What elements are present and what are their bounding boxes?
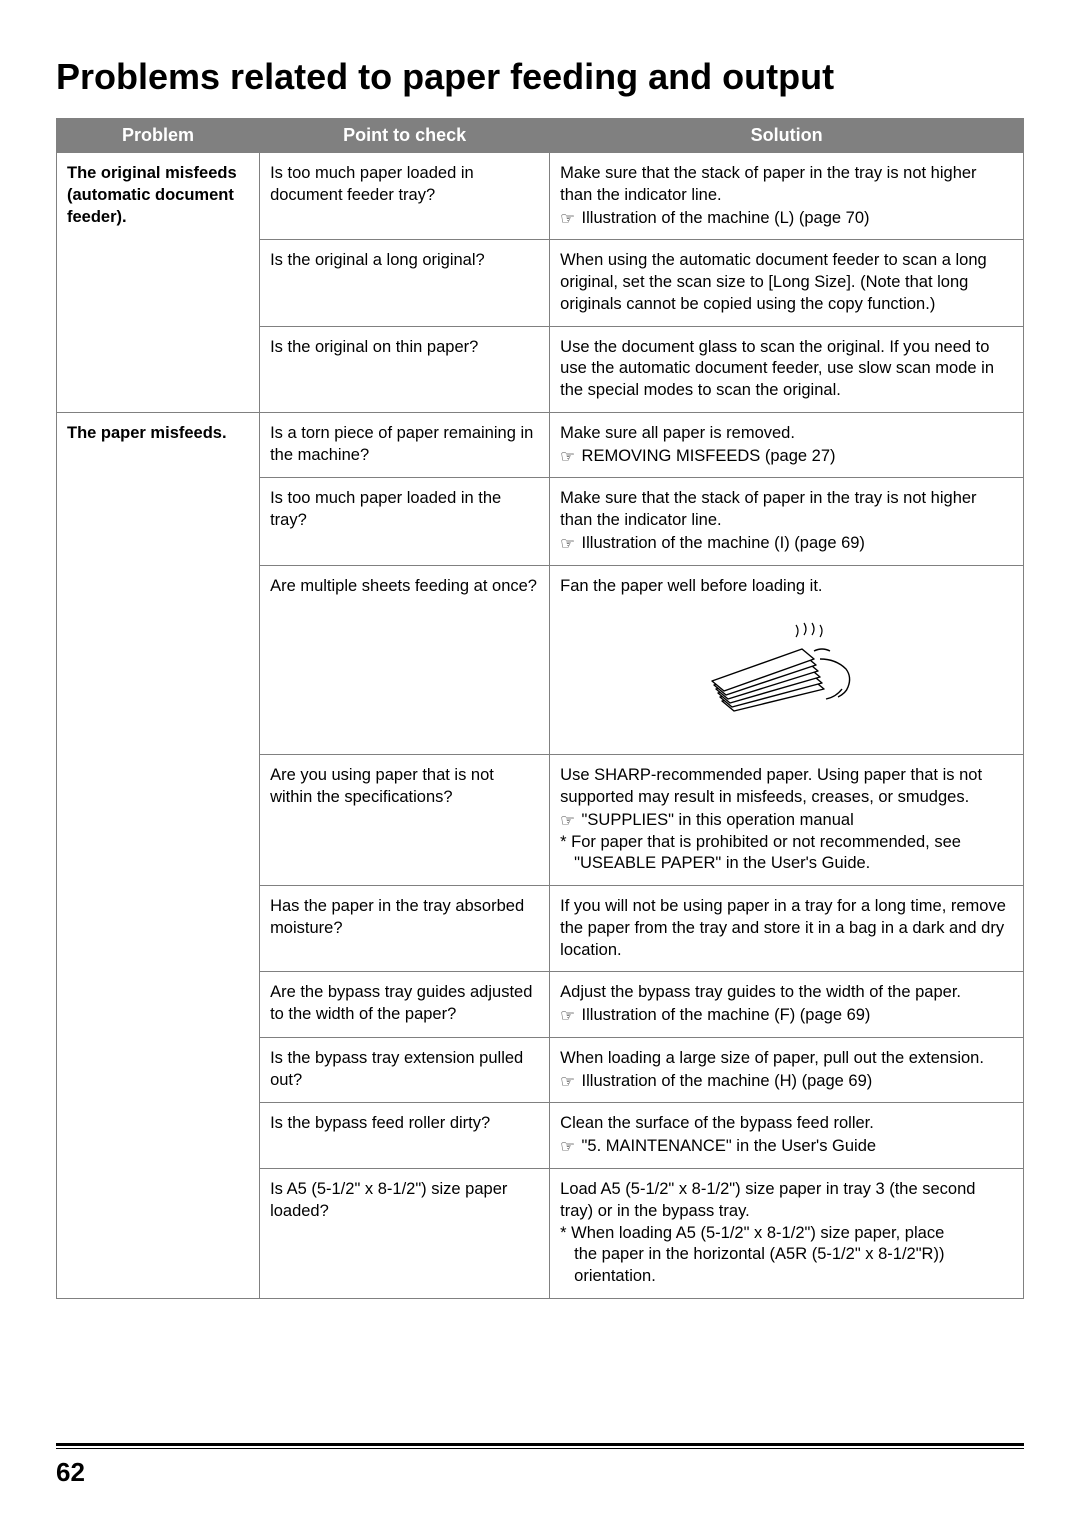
solution-cell: Clean the surface of the bypass feed rol… [550,1103,1024,1169]
fan-paper-illustration [560,611,1013,738]
solution-cell: Fan the paper well before loading it. [550,565,1024,755]
solution-text: When using the automatic document feeder… [560,251,987,313]
note-line: * For paper that is prohibited or not re… [560,833,961,851]
reference-icon: ☞ [560,1071,575,1093]
solution-text: When loading a large size of paper, pull… [560,1049,984,1067]
footer-rule-thin [56,1448,1024,1449]
solution-cell: Adjust the bypass tray guides to the wid… [550,972,1024,1038]
note-line-indent: the paper in the horizontal (A5R (5-1/2"… [560,1244,1013,1288]
table-header-row: Problem Point to check Solution [57,119,1024,153]
solution-text: Make sure that the stack of paper in the… [560,489,976,529]
solution-cell: Use the document glass to scan the origi… [550,326,1024,412]
solution-cell: Make sure all paper is removed. ☞ REMOVIN… [550,412,1024,478]
solution-text: If you will not be using paper in a tray… [560,897,1006,959]
check-cell: Is too much paper loaded in the tray? [260,478,550,565]
document-page: Problems related to paper feeding and ou… [0,0,1080,1528]
check-cell: Is A5 (5-1/2" x 8-1/2") size paper loade… [260,1168,550,1298]
solution-cell: When using the automatic document feeder… [550,240,1024,326]
reference-text: "SUPPLIES" in this operation manual [577,811,854,829]
solution-cell: Make sure that the stack of paper in the… [550,478,1024,565]
check-cell: Has the paper in the tray absorbed moist… [260,886,550,972]
solution-cell: If you will not be using paper in a tray… [550,886,1024,972]
col-header-solution: Solution [550,119,1024,153]
reference-text: "5. MAINTENANCE" in the User's Guide [577,1137,876,1155]
note-line-indent: "USEABLE PAPER" in the User's Guide. [560,853,1013,875]
col-header-check: Point to check [260,119,550,153]
problem-cell: The paper misfeeds. [57,412,260,1298]
table-row: The paper misfeeds.Is a torn piece of pa… [57,412,1024,478]
check-cell: Is the bypass feed roller dirty? [260,1103,550,1169]
check-cell: Is too much paper loaded in document fee… [260,153,550,240]
check-cell: Are the bypass tray guides adjusted to t… [260,972,550,1038]
solution-cell: Load A5 (5-1/2" x 8-1/2") size paper in … [550,1168,1024,1298]
reference-icon: ☞ [560,446,575,468]
solution-text: Use the document glass to scan the origi… [560,338,994,400]
solution-cell: When loading a large size of paper, pull… [550,1037,1024,1103]
footer-rule-thick [56,1443,1024,1446]
check-cell: Is the bypass tray extension pulled out? [260,1037,550,1103]
reference-icon: ☞ [560,1136,575,1158]
reference-text: REMOVING MISFEEDS (page 27) [577,447,836,465]
solution-cell: Make sure that the stack of paper in the… [550,153,1024,240]
solution-text: Load A5 (5-1/2" x 8-1/2") size paper in … [560,1180,975,1220]
col-header-problem: Problem [57,119,260,153]
note-line: * When loading A5 (5-1/2" x 8-1/2") size… [560,1224,944,1242]
solution-text: Use SHARP-recommended paper. Using paper… [560,766,982,806]
check-cell: Is the original a long original? [260,240,550,326]
solution-text: Adjust the bypass tray guides to the wid… [560,983,961,1001]
reference-text: Illustration of the machine (H) (page 69… [577,1072,872,1090]
solution-text: Make sure that the stack of paper in the… [560,164,976,204]
reference-text: Illustration of the machine (I) (page 69… [577,534,865,552]
reference-icon: ☞ [560,533,575,555]
page-number: 62 [56,1457,1024,1488]
table-body: The original misfeeds (automatic documen… [57,153,1024,1299]
troubleshooting-table: Problem Point to check Solution The orig… [56,118,1024,1299]
solution-text: Fan the paper well before loading it. [560,577,822,595]
check-cell: Are multiple sheets feeding at once? [260,565,550,755]
reference-text: Illustration of the machine (F) (page 69… [577,1006,870,1024]
reference-icon: ☞ [560,810,575,832]
check-cell: Is the original on thin paper? [260,326,550,412]
problem-cell: The original misfeeds (automatic documen… [57,153,260,413]
solution-cell: Use SHARP-recommended paper. Using paper… [550,755,1024,886]
page-footer: 62 [56,1443,1024,1488]
solution-text: Make sure all paper is removed. [560,424,795,442]
check-cell: Is a torn piece of paper remaining in th… [260,412,550,478]
check-cell: Are you using paper that is not within t… [260,755,550,886]
reference-text: Illustration of the machine (L) (page 70… [577,209,870,227]
solution-text: Clean the surface of the bypass feed rol… [560,1114,874,1132]
reference-icon: ☞ [560,1005,575,1027]
reference-icon: ☞ [560,208,575,230]
page-title: Problems related to paper feeding and ou… [56,56,1024,98]
table-row: The original misfeeds (automatic documen… [57,153,1024,240]
